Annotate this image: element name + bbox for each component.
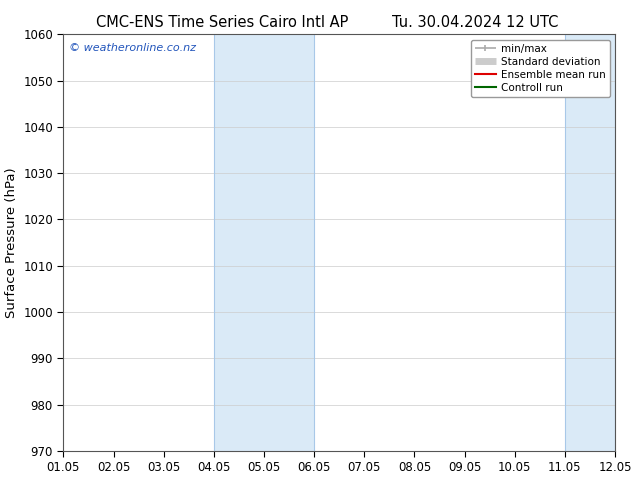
Text: Tu. 30.04.2024 12 UTC: Tu. 30.04.2024 12 UTC — [392, 15, 559, 30]
Y-axis label: Surface Pressure (hPa): Surface Pressure (hPa) — [4, 167, 18, 318]
Bar — [214, 34, 314, 451]
Text: CMC-ENS Time Series Cairo Intl AP: CMC-ENS Time Series Cairo Intl AP — [96, 15, 348, 30]
Bar — [565, 34, 615, 451]
Text: © weatheronline.co.nz: © weatheronline.co.nz — [69, 43, 196, 52]
Legend: min/max, Standard deviation, Ensemble mean run, Controll run: min/max, Standard deviation, Ensemble me… — [470, 40, 610, 97]
